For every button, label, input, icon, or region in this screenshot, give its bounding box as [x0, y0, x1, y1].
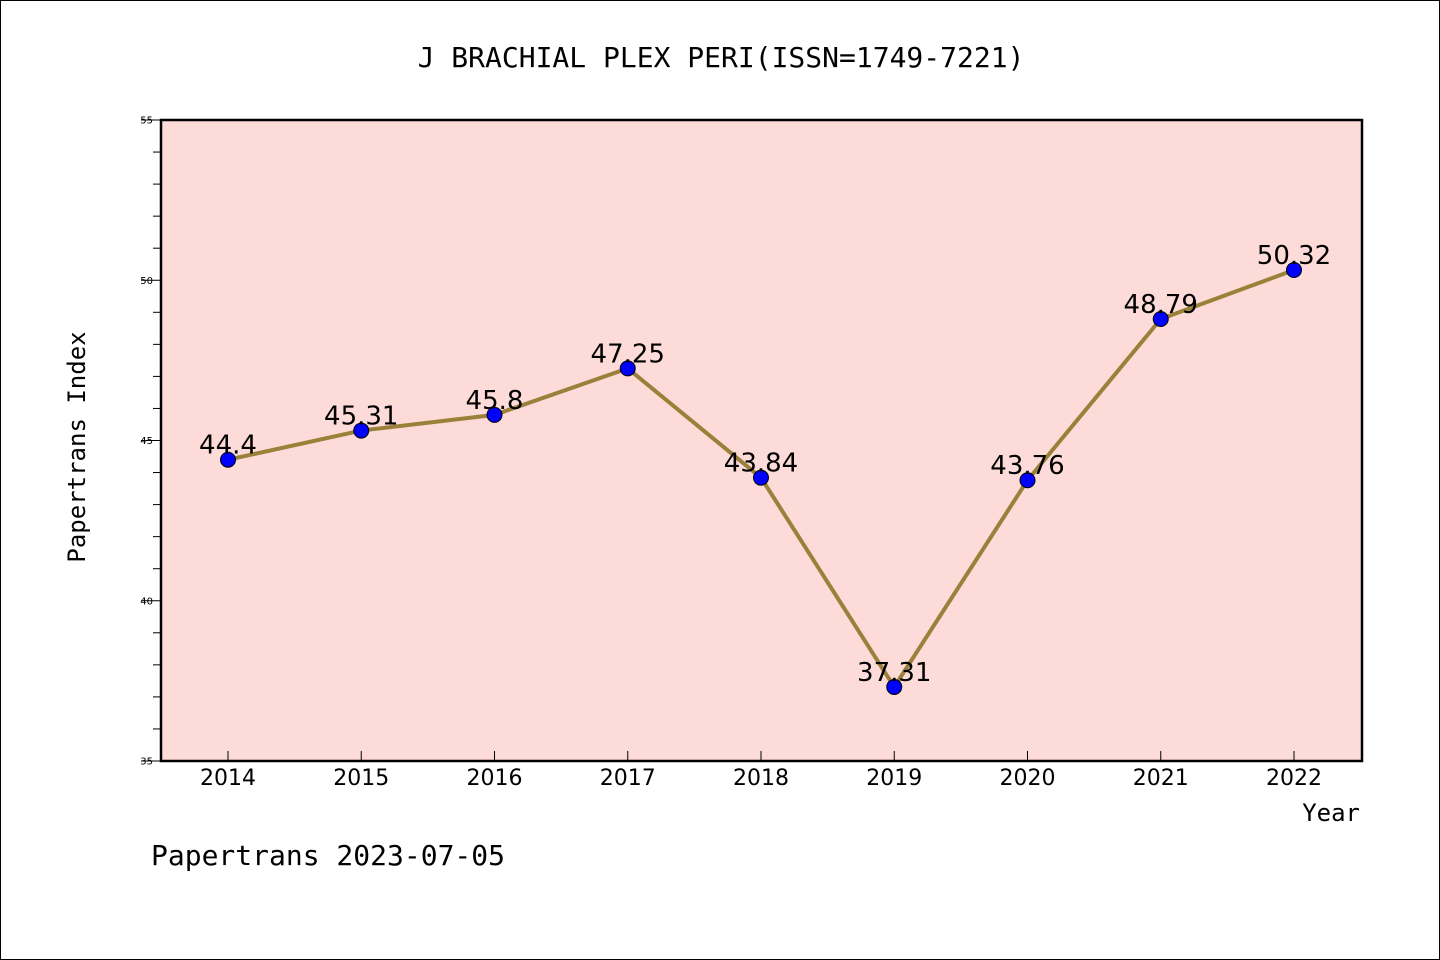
- x-axis: 2014 2015 2016 2017 2018 2019 2020 2021 2022: [200, 751, 1322, 791]
- data-label: 48.79: [1124, 290, 1198, 320]
- data-point: [220, 451, 236, 468]
- footer-text: Papertrans 2023-07-05: [151, 839, 505, 872]
- x-tick-label: 2019: [866, 766, 922, 791]
- x-tick-label: 2017: [600, 766, 656, 791]
- data-label: 43.84: [724, 449, 798, 479]
- data-point: [619, 360, 636, 377]
- data-label: 47.25: [591, 339, 665, 369]
- data-point: [1152, 311, 1169, 328]
- x-axis-title: Year: [1302, 799, 1360, 827]
- data-point: [486, 406, 503, 423]
- y-axis-title: Papertrans Index: [63, 331, 91, 562]
- data-point: [1019, 472, 1036, 489]
- data-label: 43.76: [990, 451, 1064, 481]
- data-labels: 44.4 45.31 45.8 47.25 43.84 37.31 43.76 48.79 50…: [199, 241, 1331, 688]
- data-label: 45.31: [324, 402, 398, 432]
- x-tick-label: 2016: [467, 766, 523, 791]
- y-tick-label: 35: [140, 757, 153, 768]
- data-label: 44.4: [199, 431, 257, 461]
- data-point: [1286, 261, 1302, 278]
- x-tick-label: 2015: [333, 766, 389, 791]
- x-tick-label: 2022: [1266, 766, 1322, 791]
- x-tick-label: 2020: [1000, 766, 1056, 791]
- y-tick-label: 45: [140, 436, 153, 447]
- chart-title: J BRACHIAL PLEX PERI(ISSN=1749-7221): [418, 41, 1025, 74]
- x-tick-label: 2018: [733, 766, 789, 791]
- x-tick-label: 2014: [200, 766, 256, 791]
- data-point: [886, 678, 903, 695]
- data-point: [353, 422, 370, 439]
- data-label: 37.31: [857, 658, 931, 688]
- x-tick-label: 2021: [1133, 766, 1189, 791]
- plot-area: [159, 118, 1364, 763]
- data-label: 50.32: [1257, 241, 1331, 271]
- data-label: 45.8: [466, 386, 524, 416]
- y-tick-label: 50: [140, 276, 153, 287]
- data-points: [220, 261, 1302, 695]
- y-tick-label: 55: [140, 116, 153, 127]
- y-axis: 35 40 45 50 55: [140, 116, 161, 768]
- y-tick-label: 40: [140, 596, 153, 607]
- data-point: [753, 469, 769, 486]
